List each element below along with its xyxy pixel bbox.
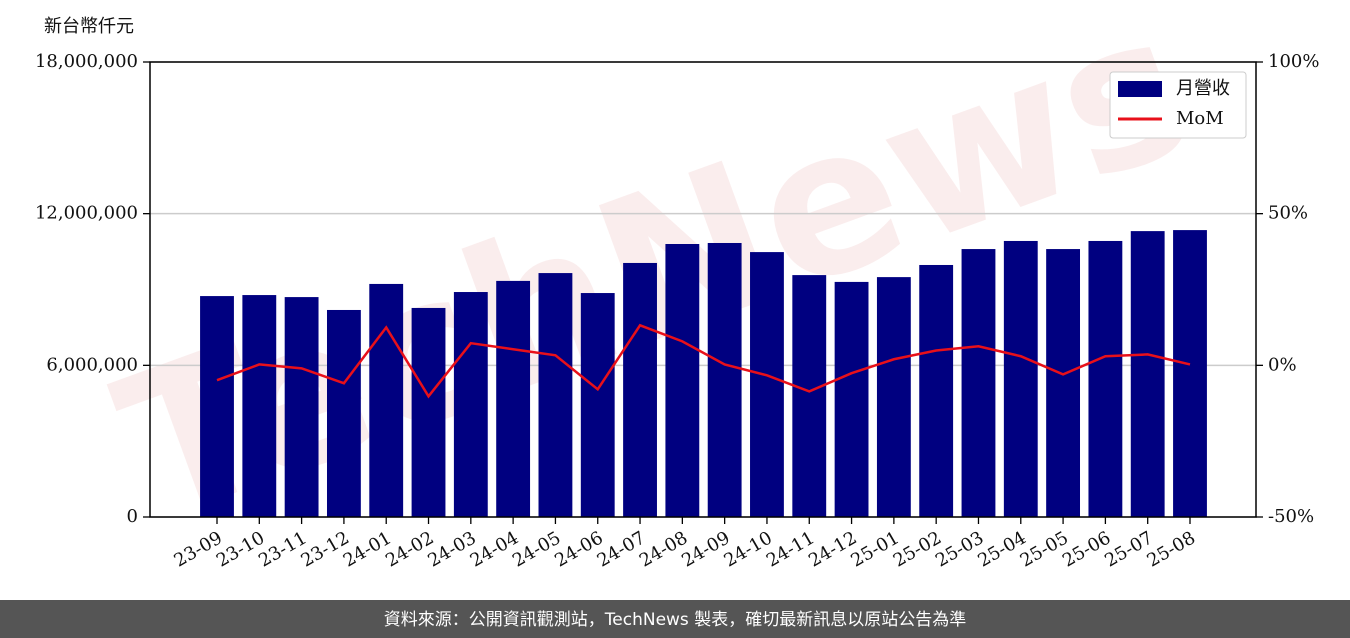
bar [665, 244, 700, 517]
bar [411, 307, 446, 517]
y-tick-label: 12,000,000 [35, 203, 138, 224]
y2-tick-label: 100% [1268, 51, 1319, 72]
bar [284, 297, 319, 517]
legend-swatch [1118, 81, 1162, 97]
y-tick-label: 18,000,000 [35, 51, 138, 72]
line [216, 323, 1191, 399]
y-tick-label: 6,000,000 [46, 354, 138, 375]
bar [834, 281, 869, 517]
bar [750, 252, 784, 518]
y2-tick-label: 50% [1268, 203, 1308, 224]
footer-text: 資料來源：公開資訊觀測站，TechNews 製表，確切最新訊息以原站公告為準 [384, 610, 966, 630]
bar [919, 264, 954, 517]
bar [792, 275, 827, 517]
footer-band [0, 600, 1350, 638]
bar [623, 262, 657, 517]
y-axis-title: 新台幣仟元 [44, 16, 134, 37]
plot-frame [149, 61, 1257, 518]
bar [496, 280, 531, 517]
bar [1130, 231, 1165, 517]
bar [242, 295, 277, 517]
bar [453, 292, 488, 517]
y-tick-label: 0 [127, 506, 138, 527]
bar [369, 283, 404, 517]
bar [1088, 240, 1123, 517]
legend-label: 月營收 [1176, 78, 1230, 99]
bar [1173, 230, 1207, 517]
bar [961, 249, 996, 518]
bar [580, 293, 615, 517]
legend-label: MoM [1176, 108, 1224, 129]
bar [1046, 249, 1081, 518]
bar [707, 242, 742, 517]
bar [876, 277, 911, 517]
bar [1003, 240, 1038, 517]
bar [200, 296, 234, 517]
y2-tick-label: -50% [1268, 506, 1314, 527]
bar [326, 309, 361, 517]
bar [538, 273, 573, 517]
y2-tick-label: 0% [1268, 354, 1297, 375]
